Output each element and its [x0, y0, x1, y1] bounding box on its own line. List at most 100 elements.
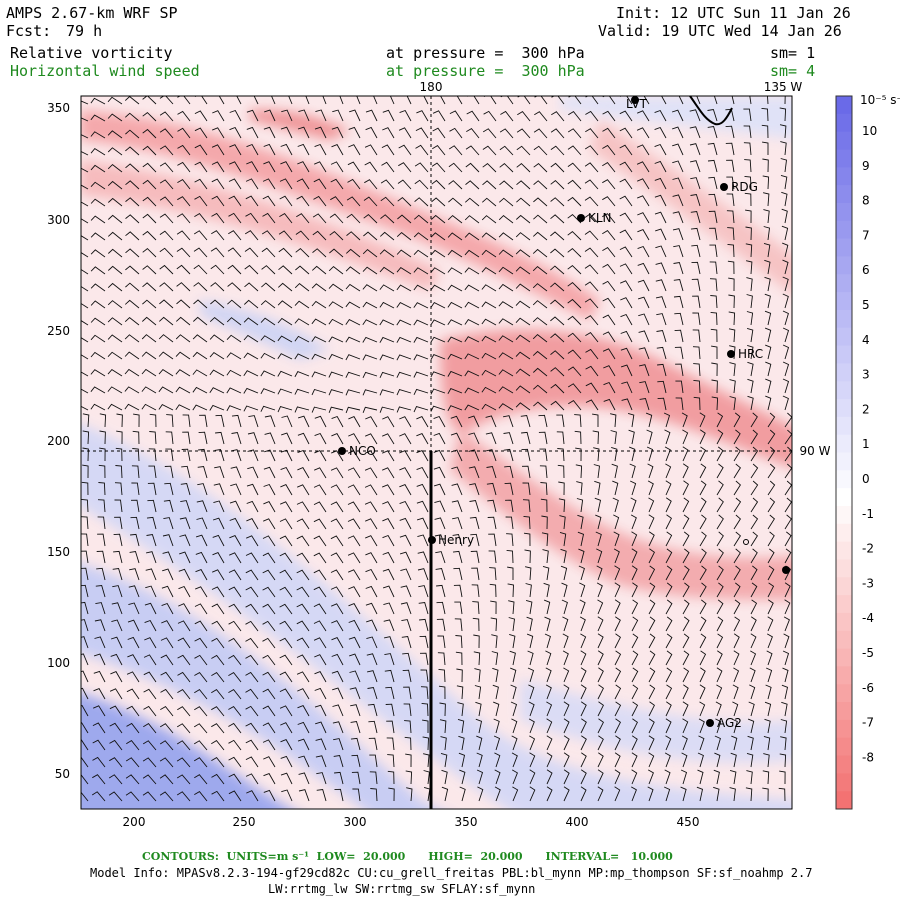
wind-barb: [614, 752, 621, 768]
wind-barb: [177, 179, 191, 190]
wind-barb: [621, 398, 633, 411]
wind-barb: [260, 370, 276, 377]
wind-barb: [423, 96, 429, 105]
wind-barb: [159, 145, 174, 156]
wind-barb: [648, 514, 655, 530]
wind-barb: [631, 769, 638, 785]
wind-barb: [295, 265, 310, 275]
wind-barb: [262, 637, 276, 649]
wind-barb: [584, 298, 599, 309]
wind-barb: [567, 298, 582, 309]
wind-barb: [313, 484, 327, 496]
wind-barb: [211, 144, 225, 156]
wind-barb: [682, 701, 689, 717]
wind-barb: [763, 242, 771, 258]
wind-barb: [693, 363, 701, 377]
wind-barb: [655, 262, 667, 275]
wind-barb: [262, 722, 276, 734]
wind-barb: [584, 230, 599, 241]
wind-barb: [129, 550, 140, 564]
wind-barb: [550, 350, 565, 360]
wind-barb: [498, 403, 514, 411]
wind-barb: [447, 267, 463, 275]
wind-barb: [158, 351, 174, 360]
wind-barb: [458, 735, 465, 751]
wind-barb: [481, 249, 497, 258]
wind-barb: [585, 110, 599, 122]
wind-barb: [263, 789, 276, 802]
wind-barb: [517, 111, 531, 122]
wind-barb: [227, 299, 242, 309]
wind-barb: [379, 301, 395, 309]
wind-barb: [494, 786, 501, 802]
wind-barb: [279, 705, 293, 717]
wind-barb: [332, 687, 344, 700]
wind-barb: [159, 213, 174, 224]
wind-barb: [465, 197, 480, 207]
wind-barb: [781, 191, 788, 207]
wind-barb: [727, 243, 735, 258]
wind-barb: [543, 599, 551, 615]
wind-barb: [507, 566, 514, 580]
wind-barb: [142, 128, 157, 139]
wind-barb: [493, 718, 500, 734]
model-info: Model Info: MPASv8.2.3-194-gf29cd82c CU:…: [90, 866, 813, 880]
wind-barb: [416, 483, 429, 496]
wind-barb: [637, 96, 650, 105]
wind-barb: [108, 774, 123, 785]
wind-barb: [261, 265, 276, 275]
wind-barb: [729, 396, 736, 411]
wind-barb: [782, 310, 789, 326]
wind-barb: [441, 786, 449, 802]
field2-name: Horizontal wind speed: [10, 62, 200, 80]
wind-barb: [314, 654, 327, 666]
wind-barb: [648, 531, 655, 547]
wind-barb: [192, 404, 208, 411]
wind-barb: [528, 701, 535, 717]
wind-barb: [654, 126, 667, 139]
wind-barb: [114, 499, 123, 513]
wind-barb: [766, 633, 773, 649]
wind-barb: [248, 415, 259, 428]
wind-barb: [262, 535, 276, 547]
wind-barb: [414, 179, 429, 190]
wind-barb: [597, 650, 604, 666]
wind-barb: [481, 403, 497, 411]
wind-barb: [510, 701, 518, 717]
wind-barb: [664, 446, 671, 462]
wind-barb: [710, 295, 718, 309]
wind-barb: [542, 549, 549, 564]
wind-barb: [211, 654, 225, 666]
wind-barb: [158, 334, 174, 343]
wind-barb: [614, 667, 622, 683]
wind-barb: [401, 636, 412, 649]
wind-barb: [782, 344, 790, 360]
wind-barb: [181, 465, 191, 479]
wind-barb: [209, 317, 225, 326]
wind-barb: [160, 637, 174, 649]
wind-barb: [523, 515, 531, 530]
wind-barb: [665, 633, 673, 649]
wind-barb: [439, 702, 446, 717]
wind-barb: [767, 412, 776, 428]
wind-barb: [498, 352, 514, 360]
wind-barb: [584, 315, 599, 326]
wind-barb: [436, 601, 446, 615]
wind-barb: [781, 684, 789, 700]
wind-barb: [90, 351, 106, 360]
wind-barb: [194, 706, 208, 717]
wind-barb: [339, 96, 344, 105]
wind-barb: [682, 429, 689, 445]
wind-barb: [81, 201, 89, 207]
wind-barb: [90, 317, 106, 326]
wind-barb: [228, 569, 242, 581]
wind-barb: [699, 684, 706, 700]
wind-barb: [147, 499, 157, 513]
wind-barb: [226, 334, 242, 343]
wind-barb: [109, 722, 123, 734]
wind-barb: [210, 282, 225, 292]
wind-barb: [263, 143, 276, 156]
wind-barb: [447, 284, 463, 292]
wind-barb: [567, 179, 582, 190]
wind-barb: [665, 667, 673, 683]
